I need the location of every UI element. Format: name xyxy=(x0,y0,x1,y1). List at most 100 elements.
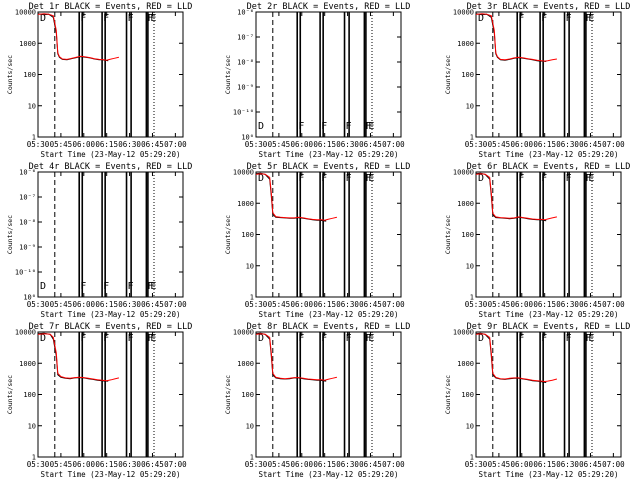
time-marker: E xyxy=(588,333,594,344)
y-axis-label: Counts/sec xyxy=(224,215,232,254)
x-tick-label: 06:15 xyxy=(313,140,336,149)
panel-title: Det 4r BLACK = Events, RED = LLD xyxy=(29,162,193,172)
y-tick-label: 1000 xyxy=(457,200,474,208)
x-tick-label: 06:30 xyxy=(336,140,359,149)
events-series xyxy=(255,172,327,222)
y-tick-label: 10 xyxy=(466,422,474,430)
x-axis-label: Start Time (23-May-12 05:29:20) xyxy=(259,470,399,479)
x-tick-label: 05:45 xyxy=(50,140,73,149)
y-tick-label: 10⁰ xyxy=(23,294,36,302)
x-tick-label: 05:30 xyxy=(27,460,50,469)
time-marker: D xyxy=(40,281,46,292)
time-marker: F xyxy=(541,173,547,184)
time-marker: F xyxy=(566,173,572,184)
x-tick-label: 05:45 xyxy=(50,300,73,309)
time-marker: F xyxy=(103,13,109,24)
x-tick-label: 06:30 xyxy=(556,460,579,469)
y-axis-label: Counts/sec xyxy=(224,375,232,414)
y-tick-label: 10⁻¹⁰ xyxy=(233,109,254,117)
time-marker: F xyxy=(518,13,524,24)
time-marker: F xyxy=(346,333,352,344)
x-tick-label: 06:00 xyxy=(291,460,314,469)
y-axis-label: Counts/sec xyxy=(444,215,452,254)
time-marker: F xyxy=(321,121,327,132)
time-marker: D xyxy=(478,173,484,184)
plot-frame xyxy=(475,171,622,298)
y-tick-label: 10⁻⁷ xyxy=(237,34,254,42)
plot-frame xyxy=(37,331,184,458)
x-tick-label: 06:30 xyxy=(118,140,141,149)
y-tick-label: 1000 xyxy=(457,360,474,368)
x-tick-label: 06:45 xyxy=(359,460,382,469)
time-marker: E xyxy=(150,281,156,292)
time-marker: F xyxy=(128,13,134,24)
y-tick-label: 1 xyxy=(470,294,474,302)
time-marker: F xyxy=(541,333,547,344)
y-tick-label: 10 xyxy=(466,102,474,110)
x-tick-label: 06:30 xyxy=(336,300,359,309)
x-tick-label: 05:45 xyxy=(488,460,511,469)
time-marker: D xyxy=(258,333,264,344)
x-axis-label: Start Time (23-May-12 05:29:20) xyxy=(41,150,181,159)
lld-series xyxy=(37,13,120,61)
y-tick-label: 10000 xyxy=(15,329,36,337)
x-tick-label: 07:00 xyxy=(164,300,187,309)
lld-series xyxy=(255,173,338,221)
events-series xyxy=(475,172,547,222)
x-tick-label: 05:45 xyxy=(488,300,511,309)
x-tick-label: 06:15 xyxy=(95,300,118,309)
time-marker: F xyxy=(147,333,153,344)
time-marker: F xyxy=(128,333,134,344)
x-tick-label: 06:00 xyxy=(73,140,96,149)
y-tick-label: 1 xyxy=(32,454,36,462)
y-tick-label: 100 xyxy=(23,71,36,79)
x-tick-label: 06:00 xyxy=(511,300,534,309)
y-tick-label: 10000 xyxy=(15,9,36,17)
x-tick-label: 06:15 xyxy=(95,460,118,469)
time-marker: F xyxy=(298,173,304,184)
time-marker: E xyxy=(150,333,156,344)
y-tick-label: 1 xyxy=(470,454,474,462)
time-marker: D xyxy=(478,13,484,24)
y-tick-label: 10 xyxy=(28,422,36,430)
y-tick-label: 10 xyxy=(246,262,254,270)
lld-series xyxy=(475,173,558,221)
x-tick-label: 05:30 xyxy=(27,140,50,149)
x-axis-label: Start Time (23-May-12 05:29:20) xyxy=(41,310,181,319)
y-tick-label: 100 xyxy=(23,391,36,399)
time-marker: E xyxy=(588,173,594,184)
time-marker: E xyxy=(150,13,156,24)
time-marker: D xyxy=(258,121,264,132)
x-tick-label: 06:30 xyxy=(118,460,141,469)
panel-title: Det 2r BLACK = Events, RED = LLD xyxy=(247,2,411,12)
panel-title: Det 8r BLACK = Events, RED = LLD xyxy=(247,322,411,332)
time-marker: D xyxy=(40,333,46,344)
time-marker: F xyxy=(128,281,134,292)
panel-title: Det 1r BLACK = Events, RED = LLD xyxy=(29,2,193,12)
x-tick-label: 06:45 xyxy=(579,460,602,469)
time-marker: F xyxy=(585,333,591,344)
x-axis-label: Start Time (23-May-12 05:29:20) xyxy=(479,310,619,319)
time-marker: F xyxy=(80,333,86,344)
time-marker: F xyxy=(321,333,327,344)
y-tick-label: 10⁻⁷ xyxy=(19,194,36,202)
x-tick-label: 07:00 xyxy=(164,140,187,149)
x-tick-label: 07:00 xyxy=(602,460,625,469)
y-tick-label: 10⁻⁹ xyxy=(19,244,36,252)
x-tick-label: 06:45 xyxy=(359,300,382,309)
plot-frame xyxy=(475,11,622,138)
time-marker: E xyxy=(368,173,374,184)
y-tick-label: 100 xyxy=(241,231,254,239)
x-tick-label: 06:45 xyxy=(359,140,382,149)
x-tick-label: 06:30 xyxy=(336,460,359,469)
time-marker: F xyxy=(365,121,371,132)
y-tick-label: 10000 xyxy=(233,329,254,337)
time-marker: F xyxy=(585,173,591,184)
x-tick-label: 06:15 xyxy=(313,300,336,309)
